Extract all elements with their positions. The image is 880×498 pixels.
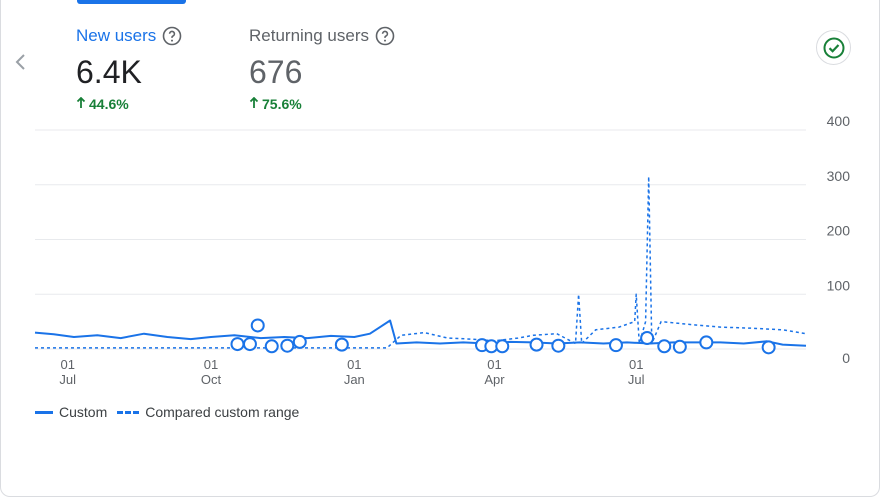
annotation-marker <box>699 335 714 350</box>
annotation-marker <box>292 334 307 349</box>
legend-swatch-dashed <box>117 410 140 414</box>
legend-item-custom[interactable]: Custom <box>35 404 107 420</box>
x-tick-month: Jul <box>59 372 76 387</box>
x-tick-day: 01 <box>629 357 643 372</box>
annotation-marker <box>672 339 687 354</box>
y-tick-label: 200 <box>827 223 851 239</box>
chart-legend: Custom Compared custom range <box>35 404 299 420</box>
delta-value: 44.6% <box>89 96 129 112</box>
annotation-marker <box>334 337 349 352</box>
legend-label: Custom <box>59 404 108 420</box>
legend-label: Compared custom range <box>145 404 300 420</box>
x-tick-day: 01 <box>487 357 501 372</box>
metric-delta: 75.6% <box>249 96 395 112</box>
x-tick-day: 01 <box>347 357 361 372</box>
chevron-left-icon[interactable] <box>9 50 33 74</box>
x-tick-month: Apr <box>484 372 505 387</box>
metric-label: Returning users <box>249 26 370 45</box>
delta-value: 75.6% <box>262 96 302 112</box>
y-tick-label: 300 <box>827 168 851 184</box>
help-circle-icon[interactable] <box>375 26 395 46</box>
arrow-up-icon <box>249 96 259 112</box>
arrow-up-icon <box>76 96 86 112</box>
x-tick-month: Jul <box>628 372 645 387</box>
help-circle-icon[interactable] <box>162 26 182 46</box>
annotation-marker <box>551 338 566 353</box>
metric-label: New users <box>76 26 157 45</box>
legend-swatch-solid <box>35 410 53 414</box>
check-circle-icon[interactable] <box>816 30 851 65</box>
annotation-marker <box>230 337 245 352</box>
x-tick-month: Oct <box>201 372 222 387</box>
annotation-marker <box>657 339 672 354</box>
series-line-compared <box>35 175 807 349</box>
y-tick-label: 100 <box>827 277 851 293</box>
annotation-marker <box>495 339 510 354</box>
x-tick-month: Jan <box>344 372 365 387</box>
annotation-marker <box>529 337 544 352</box>
metric-value: 6.4K <box>76 54 142 90</box>
selected-tab-indicator <box>77 0 186 4</box>
legend-item-compared[interactable]: Compared custom range <box>117 404 299 420</box>
annotation-marker <box>761 340 776 355</box>
metric-returning-users[interactable]: Returning users 676 75.6% <box>249 24 395 112</box>
annotation-marker <box>264 339 279 354</box>
metric-value: 676 <box>249 54 303 90</box>
annotation-marker <box>608 338 623 353</box>
metric-delta: 44.6% <box>76 96 182 112</box>
annotation-marker <box>242 337 257 352</box>
y-tick-label: 0 <box>842 350 850 366</box>
annotation-marker <box>640 331 655 346</box>
x-tick-day: 01 <box>60 357 74 372</box>
annotation-marker <box>280 338 295 353</box>
x-tick-day: 01 <box>204 357 218 372</box>
annotation-marker <box>250 318 265 333</box>
metric-new-users[interactable]: New users 6.4K 44.6% <box>76 24 182 112</box>
y-tick-label: 400 <box>827 113 851 129</box>
